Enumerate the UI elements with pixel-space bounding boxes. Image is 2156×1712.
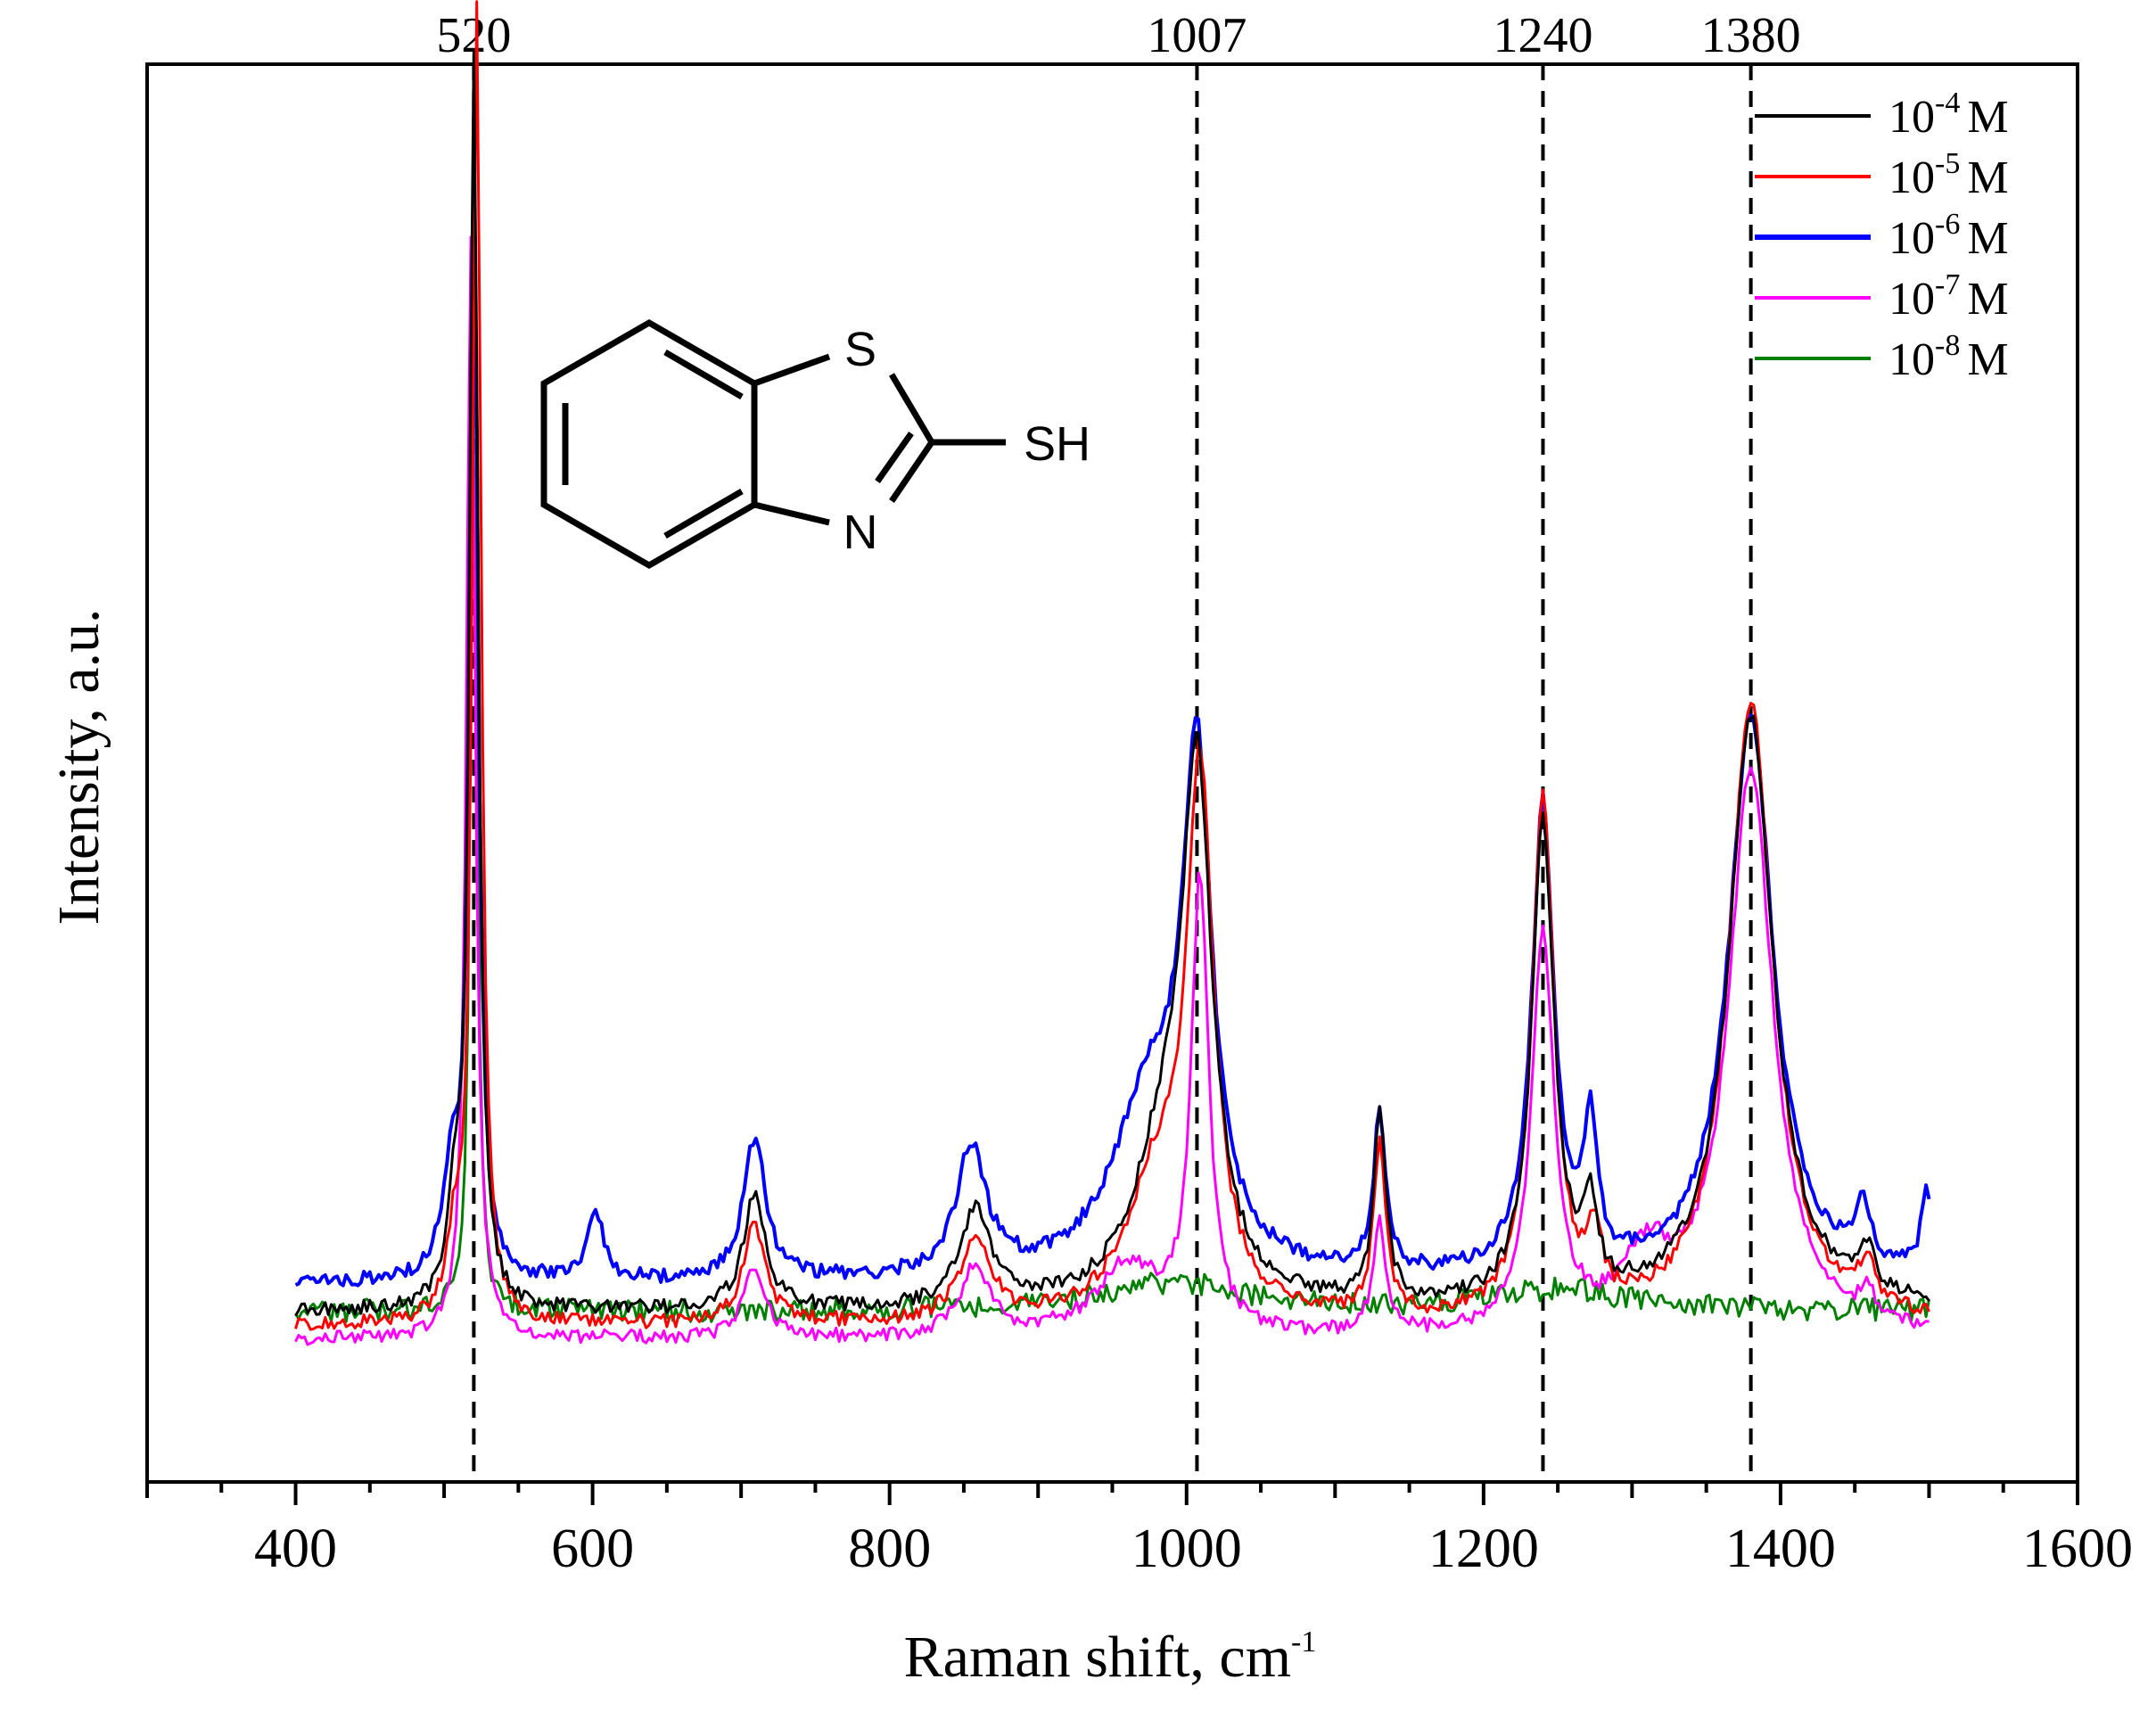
x-axis-title-superscript: -1 [1291, 1626, 1316, 1658]
x-tick-label: 1000 [1131, 1519, 1242, 1579]
x-tick-label: 1400 [1725, 1519, 1836, 1579]
thiazole-double-bond [889, 440, 934, 503]
thiazole-bond [888, 373, 935, 444]
thiazole-bond [753, 501, 830, 526]
nitrogen-atom-label: N [843, 506, 878, 559]
x-tick-label: 1600 [2022, 1519, 2133, 1579]
legend-label: 10-7 M [1889, 268, 2009, 325]
legend-base: 10 [1889, 152, 1935, 203]
series-line--6 [294, 155, 1931, 1288]
legend-exponent: -7 [1935, 268, 1960, 301]
legend-exponent: -8 [1935, 329, 1960, 362]
legend-unit: M [1967, 274, 2008, 325]
y-axis-title: Intensity, a.u. [46, 609, 111, 926]
legend-unit: M [1967, 213, 2008, 264]
x-tick-label: 400 [254, 1519, 337, 1579]
x-tick-label: 600 [551, 1519, 634, 1579]
thiol-group-label: SH [1024, 417, 1090, 471]
axis-layer: 400 600 800 1000 1200 1400 1600 [145, 1482, 2133, 1579]
legend-base: 10 [1889, 334, 1935, 385]
legend-label: 10-4 M [1889, 86, 2009, 143]
peak-label-1240: 1240 [1493, 8, 1592, 63]
legend-unit: M [1967, 152, 2008, 203]
legend-exponent: -5 [1935, 147, 1960, 180]
legend-base: 10 [1889, 213, 1935, 264]
benzene-double-bond [663, 488, 744, 539]
legend-label: 10-8 M [1889, 329, 2009, 385]
thiazole-double-bond [875, 431, 914, 484]
mercaptobenzothiazole-structure: S N SH [540, 318, 1090, 570]
peak-label-1007: 1007 [1147, 8, 1247, 63]
series-line--4 [294, 51, 1930, 1317]
x-tick-label: 1200 [1428, 1519, 1539, 1579]
x-axis-title: Raman shift, cm-1 [904, 1625, 1317, 1690]
benzene-double-bond [663, 349, 744, 400]
legend-base: 10 [1889, 92, 1935, 143]
thiazole-bond [753, 353, 831, 387]
series-line--8 [294, 53, 1930, 1323]
benzene-ring [540, 318, 758, 570]
sulfur-atom-label: S [844, 323, 876, 376]
x-axis-title-text: Raman shift, cm [904, 1625, 1291, 1690]
legend-unit: M [1967, 92, 2008, 143]
legend-label: 10-5 M [1889, 147, 2009, 203]
peak-label-1380: 1380 [1701, 8, 1801, 63]
legend-base: 10 [1889, 274, 1935, 325]
x-tick-label: 800 [848, 1519, 931, 1579]
legend-label: 10-6 M [1889, 208, 2009, 264]
series-layer [294, 0, 1931, 1346]
series-line--5 [294, 0, 1930, 1331]
legend-exponent: -6 [1935, 208, 1960, 241]
legend: 10-4 M10-5 M10-6 M10-7 M10-8 M [1755, 86, 2009, 385]
series-line--7 [294, 235, 1930, 1346]
legend-unit: M [1967, 334, 2008, 385]
legend-exponent: -4 [1935, 86, 1960, 119]
